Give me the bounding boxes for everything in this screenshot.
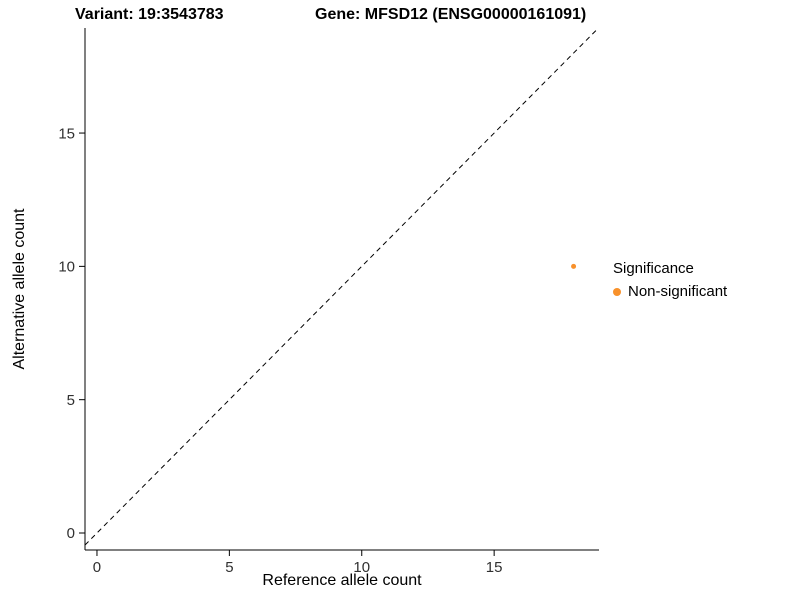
x-tick-label: 15 — [486, 559, 503, 576]
y-tick-label: 10 — [58, 259, 75, 276]
x-tick-label: 10 — [353, 559, 370, 576]
y-tick-label: 15 — [58, 125, 75, 142]
y-tick-label: 0 — [67, 525, 75, 542]
plot-title-gene: Gene: MFSD12 (ENSG00000161091) — [315, 6, 587, 23]
y-axis-title: Alternative allele count — [11, 208, 28, 370]
identity-reference-line — [84, 27, 599, 546]
legend-title: Significance — [613, 260, 694, 277]
x-tick-label: 0 — [93, 559, 101, 576]
plot-title-variant: Variant: 19:3543783 — [75, 6, 224, 23]
legend-entry-label: Non-significant — [628, 283, 728, 300]
legend-entry: Non-significant — [613, 283, 727, 300]
legend: Significance Non-significant — [613, 260, 727, 300]
data-point — [571, 263, 577, 269]
legend-point-icon — [613, 287, 621, 296]
x-tick-label: 5 — [225, 559, 233, 576]
x-axis-title: Reference allele count — [262, 572, 422, 589]
y-tick-label: 5 — [67, 392, 75, 409]
